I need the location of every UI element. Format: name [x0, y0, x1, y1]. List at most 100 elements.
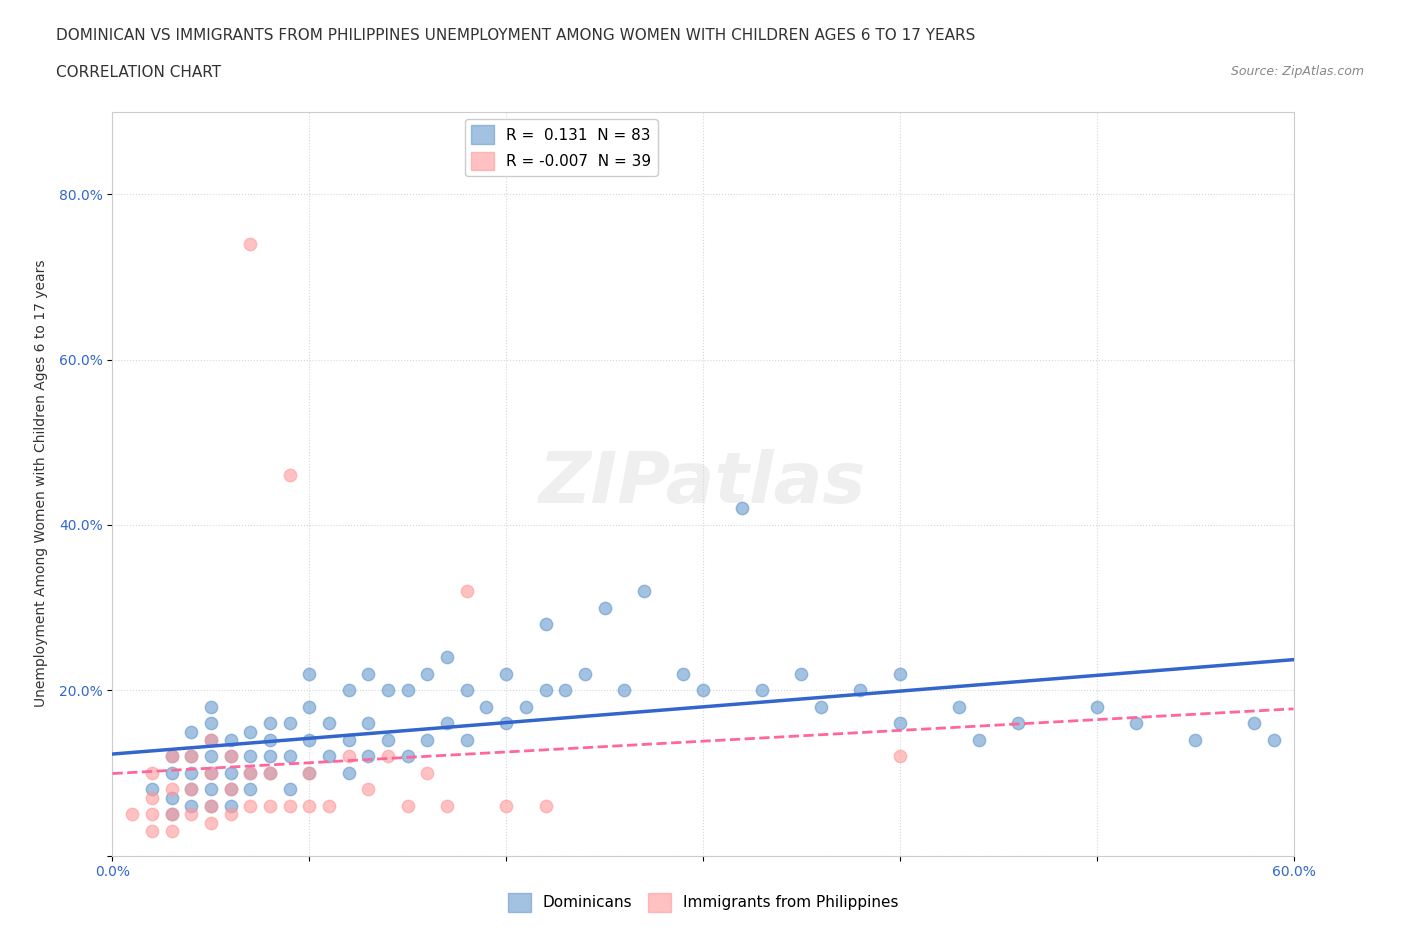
Point: [141, 765, 163, 780]
Point: [239, 765, 262, 780]
Point: [337, 733, 360, 748]
Point: [160, 790, 183, 805]
Y-axis label: Unemployment Among Women with Children Ages 6 to 17 years: Unemployment Among Women with Children A…: [34, 259, 48, 708]
Point: [396, 683, 419, 698]
Point: [200, 799, 222, 814]
Point: [141, 823, 163, 838]
Point: [239, 799, 262, 814]
Point: [357, 666, 380, 681]
Point: [219, 749, 242, 764]
Point: [613, 683, 636, 698]
Point: [259, 733, 281, 748]
Point: [259, 765, 281, 780]
Point: [180, 799, 202, 814]
Point: [278, 716, 301, 731]
Point: [357, 749, 380, 764]
Point: [259, 716, 281, 731]
Point: [416, 765, 439, 780]
Point: [751, 683, 773, 698]
Point: [160, 823, 183, 838]
Point: [337, 749, 360, 764]
Point: [1184, 733, 1206, 748]
Point: [672, 666, 695, 681]
Point: [889, 666, 911, 681]
Point: [219, 782, 242, 797]
Point: [318, 749, 340, 764]
Point: [534, 617, 557, 631]
Legend: R =  0.131  N = 83, R = -0.007  N = 39: R = 0.131 N = 83, R = -0.007 N = 39: [465, 119, 658, 177]
Point: [278, 782, 301, 797]
Point: [200, 716, 222, 731]
Point: [239, 236, 262, 251]
Point: [160, 749, 183, 764]
Point: [692, 683, 714, 698]
Point: [475, 699, 498, 714]
Point: [357, 716, 380, 731]
Point: [219, 807, 242, 822]
Point: [200, 782, 222, 797]
Point: [298, 733, 321, 748]
Point: [259, 765, 281, 780]
Point: [396, 799, 419, 814]
Point: [377, 749, 399, 764]
Text: CORRELATION CHART: CORRELATION CHART: [56, 65, 221, 80]
Point: [1007, 716, 1029, 731]
Point: [436, 650, 458, 665]
Point: [1263, 733, 1285, 748]
Point: [160, 765, 183, 780]
Point: [377, 733, 399, 748]
Point: [180, 782, 202, 797]
Point: [121, 807, 143, 822]
Point: [318, 716, 340, 731]
Point: [160, 807, 183, 822]
Point: [416, 733, 439, 748]
Point: [219, 782, 242, 797]
Text: DOMINICAN VS IMMIGRANTS FROM PHILIPPINES UNEMPLOYMENT AMONG WOMEN WITH CHILDREN : DOMINICAN VS IMMIGRANTS FROM PHILIPPINES…: [56, 28, 976, 43]
Point: [1085, 699, 1108, 714]
Point: [200, 749, 222, 764]
Point: [456, 733, 478, 748]
Point: [298, 765, 321, 780]
Point: [200, 733, 222, 748]
Point: [200, 765, 222, 780]
Point: [377, 683, 399, 698]
Point: [219, 799, 242, 814]
Point: [160, 782, 183, 797]
Point: [200, 733, 222, 748]
Point: [515, 699, 537, 714]
Point: [436, 799, 458, 814]
Point: [337, 683, 360, 698]
Point: [180, 749, 202, 764]
Point: [200, 699, 222, 714]
Text: ZIPatlas: ZIPatlas: [540, 449, 866, 518]
Point: [593, 600, 616, 615]
Point: [889, 716, 911, 731]
Point: [278, 749, 301, 764]
Point: [495, 666, 517, 681]
Point: [141, 807, 163, 822]
Point: [200, 799, 222, 814]
Point: [298, 799, 321, 814]
Point: [239, 724, 262, 739]
Point: [967, 733, 990, 748]
Point: [298, 765, 321, 780]
Point: [180, 782, 202, 797]
Point: [1243, 716, 1265, 731]
Point: [259, 749, 281, 764]
Point: [495, 716, 517, 731]
Point: [534, 683, 557, 698]
Legend: Dominicans, Immigrants from Philippines: Dominicans, Immigrants from Philippines: [502, 887, 904, 918]
Point: [1125, 716, 1147, 731]
Point: [318, 799, 340, 814]
Point: [456, 683, 478, 698]
Point: [790, 666, 813, 681]
Point: [219, 733, 242, 748]
Point: [219, 765, 242, 780]
Point: [396, 749, 419, 764]
Point: [810, 699, 832, 714]
Point: [554, 683, 576, 698]
Point: [574, 666, 596, 681]
Point: [200, 765, 222, 780]
Point: [534, 799, 557, 814]
Point: [259, 799, 281, 814]
